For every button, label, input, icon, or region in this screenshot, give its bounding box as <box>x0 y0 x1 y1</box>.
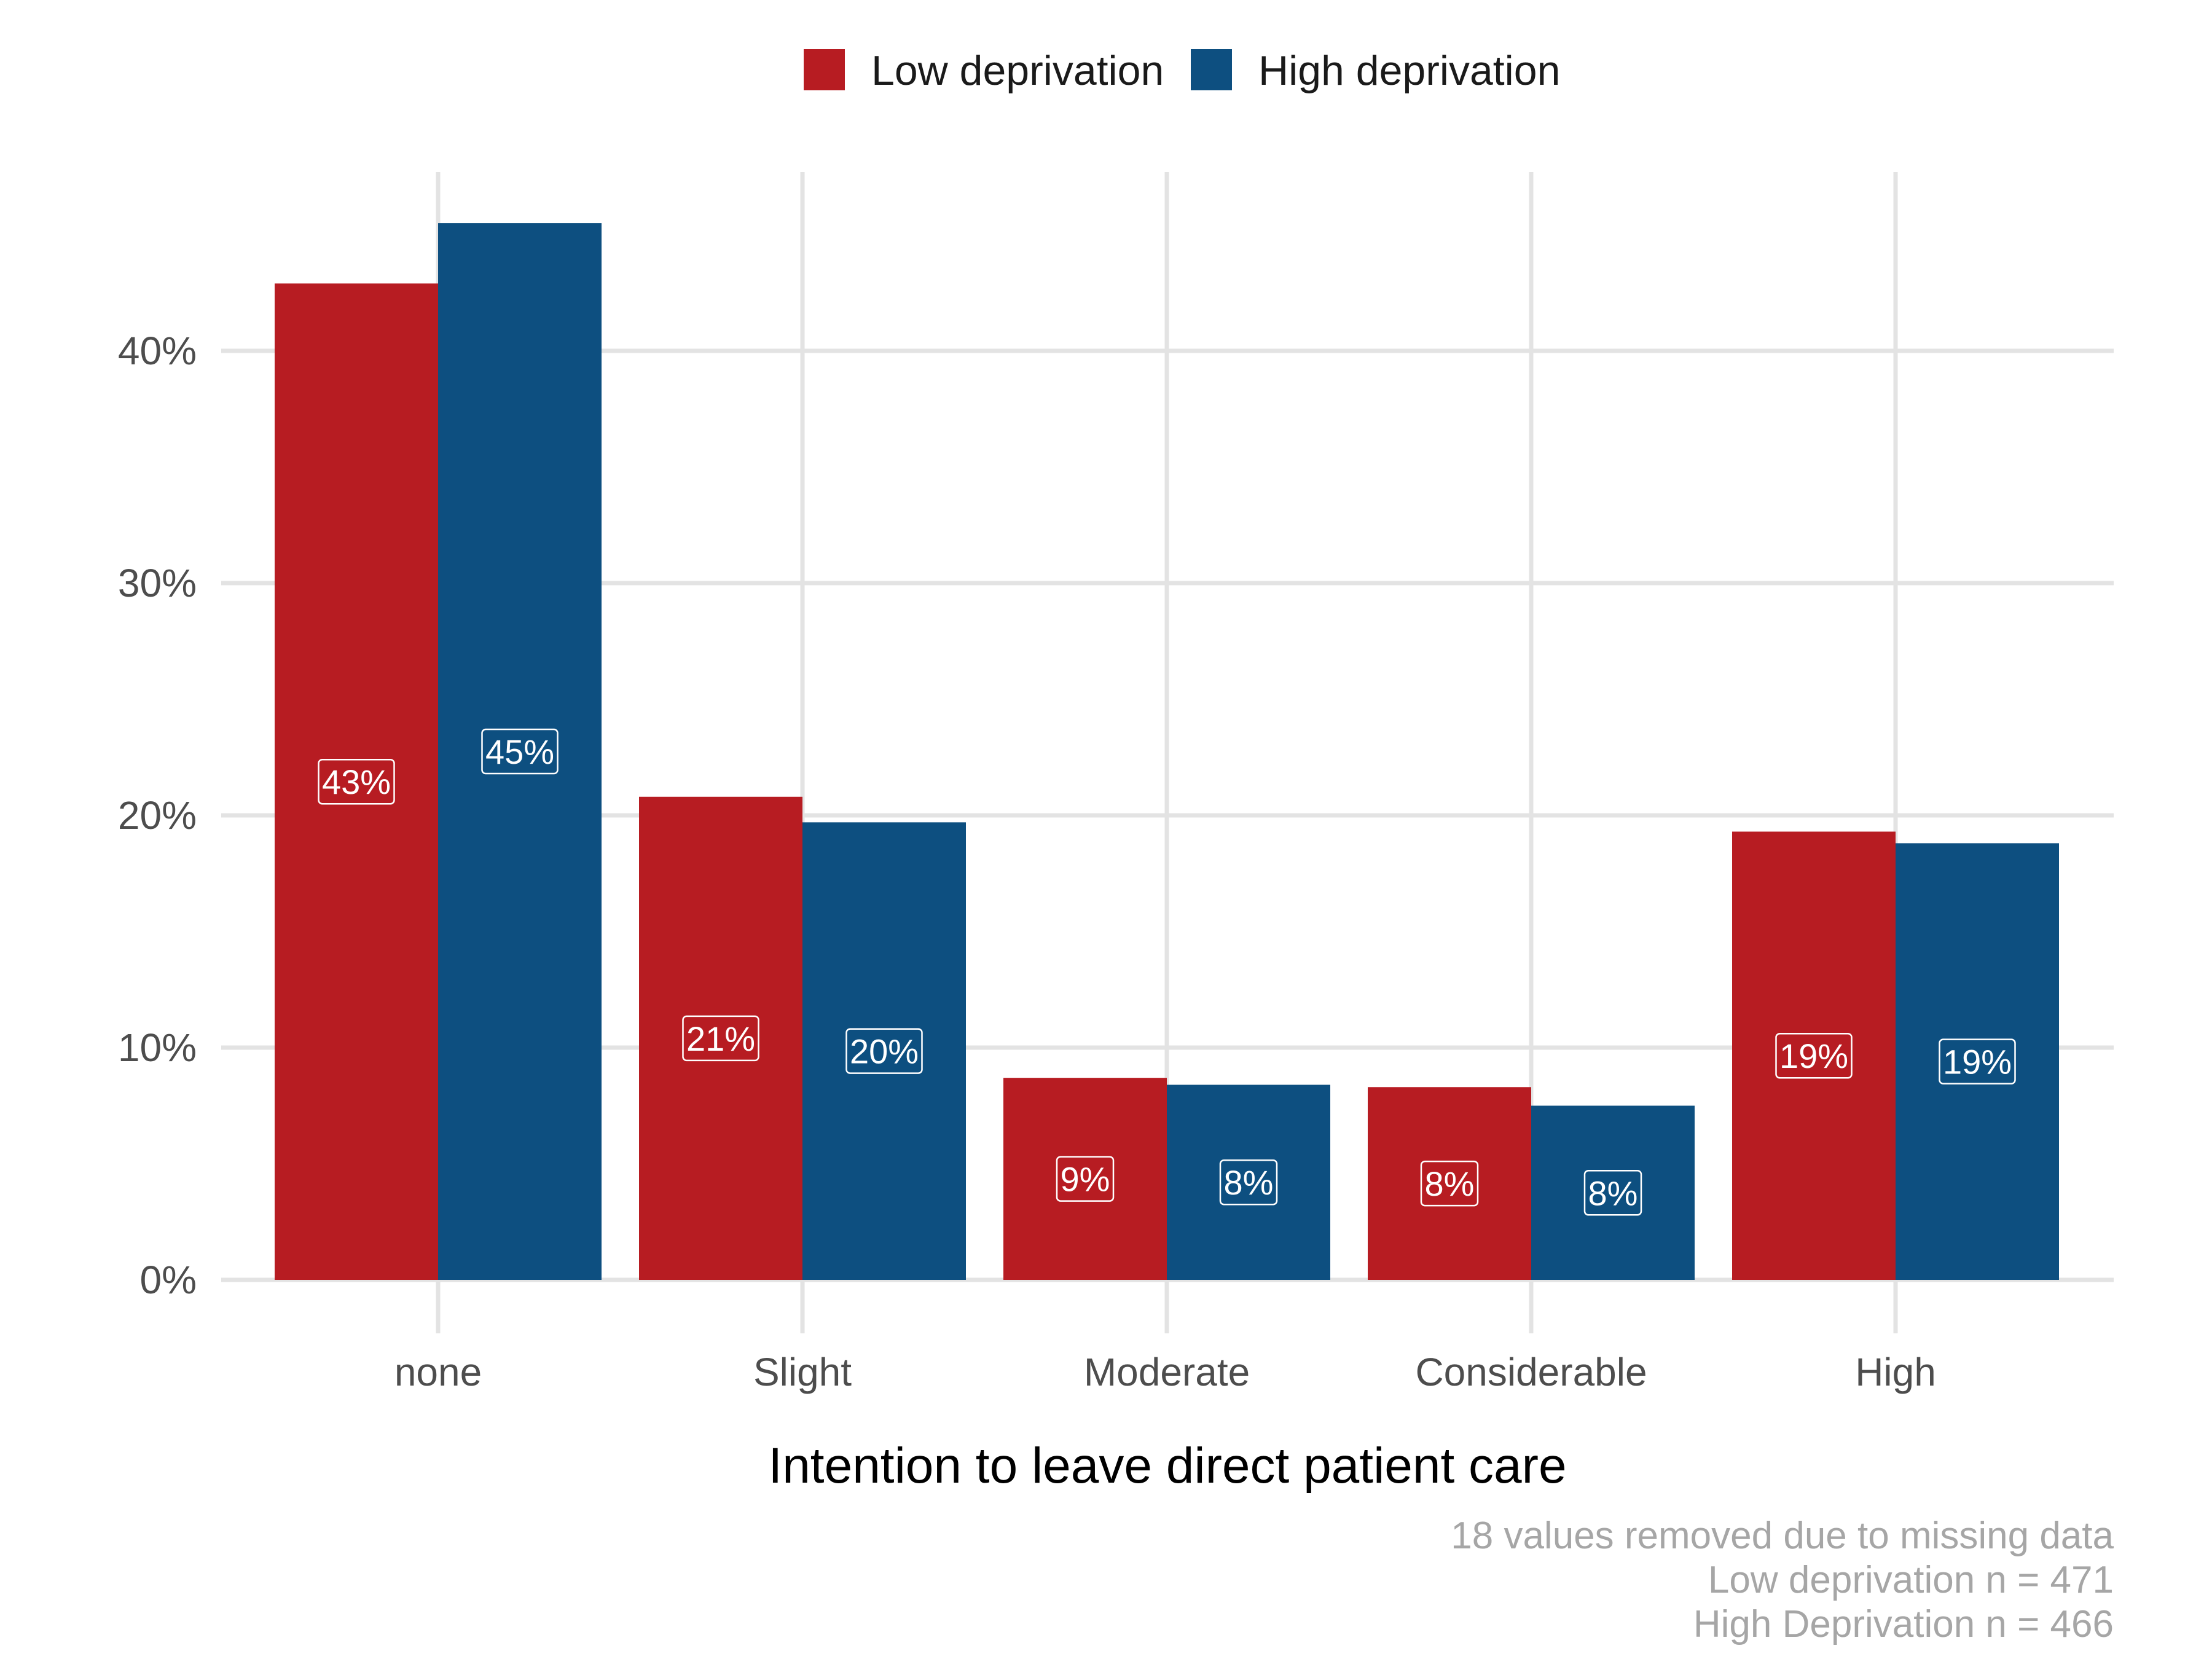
caption-low-deprivation-n: Low deprivation n = 471 <box>1708 1559 2114 1601</box>
x-axis-ticks: none Slight Moderate Considerable High <box>394 1350 1936 1394</box>
bar-low-deprivation <box>639 796 802 1280</box>
bars <box>275 223 2059 1281</box>
data-label-box <box>1219 1159 1278 1206</box>
data-labels: 43% 21% 9% 8% 19% 45% 20% 8% 8% 19% <box>318 728 2016 1216</box>
data-label-high-deprivation: 45% <box>485 732 554 771</box>
data-label-low-deprivation: 43% <box>322 763 391 801</box>
data-label-high-deprivation: 8% <box>1588 1174 1638 1212</box>
data-label-box <box>1420 1160 1479 1207</box>
legend-swatch-low-deprivation <box>804 49 845 90</box>
y-tick-label: 0% <box>140 1258 197 1302</box>
data-label-low-deprivation: 19% <box>1779 1037 1848 1075</box>
y-tick-label: 40% <box>118 329 197 373</box>
data-label-box <box>481 728 559 775</box>
y-tick-label: 20% <box>118 793 197 837</box>
data-label-box <box>1775 1032 1853 1079</box>
data-label-high-deprivation: 20% <box>850 1032 919 1071</box>
bar-high-deprivation <box>1896 843 2059 1280</box>
legend-label-high-deprivation: High deprivation <box>1258 47 1560 94</box>
data-label-high-deprivation: 8% <box>1224 1163 1274 1202</box>
caption: 18 values removed due to missing data Lo… <box>1451 1515 2114 1645</box>
legend-label-low-deprivation: Low deprivation <box>871 47 1164 94</box>
x-tick-label: Moderate <box>1084 1350 1250 1394</box>
data-label-low-deprivation: 21% <box>686 1019 755 1058</box>
data-label-box <box>682 1015 759 1062</box>
data-label-box <box>1939 1038 2016 1084</box>
bar-low-deprivation <box>275 283 438 1280</box>
caption-missing-values: 18 values removed due to missing data <box>1451 1515 2114 1557</box>
x-tick-label: Slight <box>753 1350 852 1394</box>
x-tick-label: Considerable <box>1415 1350 1647 1394</box>
data-label-box <box>845 1028 923 1074</box>
bar-high-deprivation <box>802 822 966 1280</box>
legend-swatch-high-deprivation <box>1191 49 1232 90</box>
data-label-box <box>318 758 395 805</box>
x-axis-title: Intention to leave direct patient care <box>768 1438 1566 1494</box>
data-label-low-deprivation: 8% <box>1425 1164 1475 1203</box>
y-tick-label: 10% <box>118 1026 197 1070</box>
x-tick-label: High <box>1855 1350 1936 1394</box>
bar-low-deprivation <box>1368 1087 1531 1280</box>
bar-low-deprivation <box>1732 831 1896 1280</box>
data-label-box <box>1056 1156 1115 1202</box>
legend: Low deprivation High deprivation <box>804 47 1560 94</box>
bar-low-deprivation <box>1003 1078 1167 1280</box>
data-label-low-deprivation: 9% <box>1061 1160 1110 1199</box>
data-label-box <box>1583 1170 1642 1216</box>
caption-high-deprivation-n: High Deprivation n = 466 <box>1693 1603 2114 1645</box>
bar-high-deprivation <box>1531 1105 1695 1280</box>
bar-high-deprivation <box>438 223 602 1281</box>
x-tick-label: none <box>394 1350 482 1394</box>
bar-high-deprivation <box>1167 1084 1330 1280</box>
y-axis-ticks: 0% 10% 20% 30% 40% <box>118 329 197 1302</box>
data-label-high-deprivation: 19% <box>1943 1043 2012 1081</box>
y-tick-label: 30% <box>118 561 197 605</box>
